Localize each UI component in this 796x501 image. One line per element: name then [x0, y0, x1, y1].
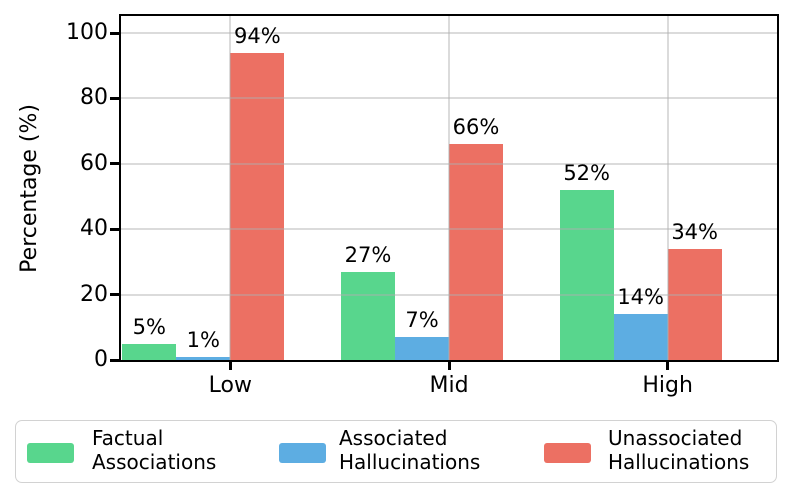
legend-label-factual-associations: Factual Associations — [92, 426, 217, 474]
legend: Factual Associations Associated Hallucinati… — [15, 420, 777, 483]
y-tick-mark — [110, 227, 119, 231]
y-axis-title: Percentage (%) — [14, 14, 44, 362]
bar-high-associated-hallucinations — [613, 314, 668, 360]
x-tick-label-high: High — [642, 373, 693, 398]
legend-swatch-associated-hallucinations — [279, 443, 326, 463]
bar-low-associated-hallucinations — [176, 356, 231, 360]
legend-swatch-unassociated-hallucinations — [544, 443, 591, 463]
legend-label-associated-hallucinations: Associated Hallucinations — [339, 426, 481, 474]
bar-value-label: 66% — [452, 115, 500, 140]
gridline-vertical — [448, 16, 450, 360]
bar-value-label: 27% — [344, 242, 392, 267]
y-tick-mark — [110, 358, 119, 362]
bar-value-label: 34% — [671, 219, 718, 244]
bar-mid-associated-hallucinations — [395, 337, 449, 360]
gridline-vertical — [229, 16, 232, 360]
bar-value-label: 94% — [233, 23, 281, 48]
x-tick-label-mid: Mid — [429, 373, 469, 398]
bar-mid-factual-associations — [341, 271, 395, 360]
y-tick-label: 60 — [80, 150, 108, 176]
x-tick-mark — [228, 362, 232, 370]
bar-mid-unassociated-hallucinations — [449, 144, 503, 360]
bar-low-unassociated-hallucinations — [230, 52, 285, 360]
y-tick-mark — [110, 293, 119, 297]
y-tick-mark — [110, 162, 119, 166]
bar-value-label: 5% — [132, 314, 166, 339]
x-tick-mark — [447, 362, 451, 370]
gridline-horizontal — [121, 32, 777, 34]
gridline-horizontal — [121, 293, 777, 296]
bar-value-label: 1% — [186, 327, 220, 352]
gridline-horizontal — [121, 228, 777, 231]
y-tick-label: 40 — [80, 216, 108, 242]
legend-label-unassociated-hallucinations: Unassociated Hallucinations — [608, 426, 750, 474]
gridline-horizontal — [121, 162, 777, 165]
bar-value-label: 52% — [563, 160, 610, 185]
x-tick-mark — [666, 362, 670, 370]
y-tick-label: 80 — [80, 85, 108, 111]
y-tick-label: 0 — [94, 347, 108, 372]
x-tick-label-low: Low — [208, 373, 252, 398]
y-tick-label: 100 — [66, 20, 108, 45]
bar-low-factual-associations — [122, 343, 177, 360]
bar-value-label: 14% — [617, 285, 664, 310]
gridline-horizontal — [121, 97, 777, 100]
bar-high-factual-associations — [559, 189, 614, 360]
legend-swatch-factual-associations — [27, 443, 74, 463]
gridline-vertical — [666, 16, 669, 360]
bar-value-label: 7% — [405, 308, 439, 333]
y-axis-title-text: Percentage (%) — [16, 103, 42, 273]
bar-high-unassociated-hallucinations — [667, 248, 722, 360]
y-tick-mark — [110, 96, 119, 100]
y-tick-mark — [110, 31, 119, 35]
y-tick-label: 20 — [80, 281, 108, 307]
